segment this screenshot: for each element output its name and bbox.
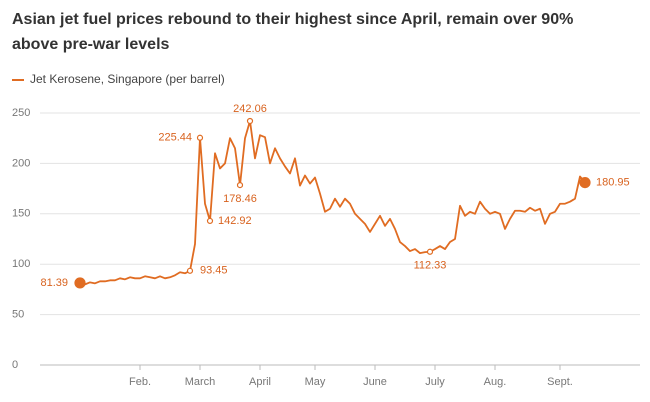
point-label: 242.06 xyxy=(233,103,267,115)
y-tick-label: 200 xyxy=(12,157,30,169)
y-tick-label: 150 xyxy=(12,208,30,220)
point-marker xyxy=(196,134,204,141)
x-tick-label: April xyxy=(249,376,271,388)
point-label: 93.45 xyxy=(200,265,228,277)
x-tick-label: May xyxy=(305,376,326,388)
chart-title: above pre-war levels xyxy=(12,36,170,53)
point-marker xyxy=(74,277,86,289)
point-marker xyxy=(579,177,591,189)
y-tick-label: 0 xyxy=(12,359,18,371)
x-tick-label: March xyxy=(185,376,216,388)
x-tick-label: Aug. xyxy=(484,376,507,388)
point-marker xyxy=(246,117,254,125)
point-label: 142.92 xyxy=(218,215,252,227)
x-tick-label: July xyxy=(425,376,445,388)
data-line xyxy=(79,120,586,286)
x-tick-label: June xyxy=(363,376,387,388)
point-label: 81.39 xyxy=(40,277,68,289)
x-tick-label: Sept. xyxy=(547,376,573,388)
point-label: 112.33 xyxy=(414,260,447,272)
point-marker xyxy=(236,182,244,189)
y-tick-label: 100 xyxy=(12,258,30,270)
chart-title: Asian jet fuel prices rebound to their h… xyxy=(12,11,573,28)
point-label: 225.44 xyxy=(158,132,192,144)
point-label: 180.95 xyxy=(596,177,630,189)
point-marker xyxy=(426,248,434,255)
point-marker xyxy=(186,267,194,274)
point-label: 178.46 xyxy=(223,193,257,205)
legend-label: Jet Kerosene, Singapore (per barrel) xyxy=(30,72,225,86)
x-tick-label: Feb. xyxy=(129,376,151,388)
y-tick-label: 50 xyxy=(12,309,24,321)
y-tick-label: 250 xyxy=(12,107,30,119)
point-marker xyxy=(206,217,214,225)
